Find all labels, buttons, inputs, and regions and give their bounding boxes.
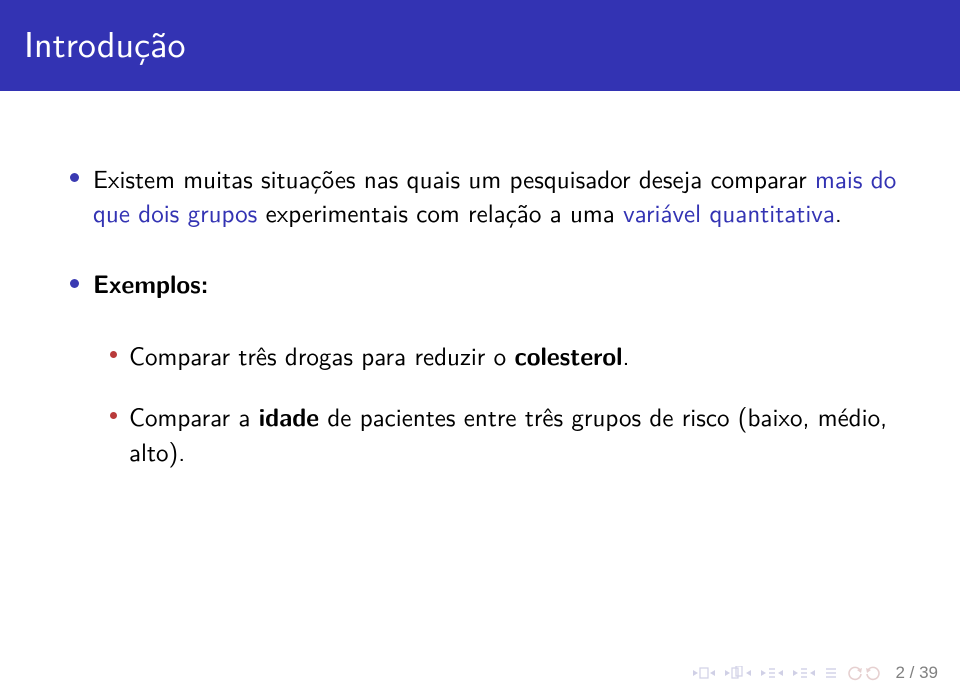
bullet-text: Exemplos: (93, 267, 904, 301)
bullet-dot-icon (70, 279, 79, 288)
bullet-text: Existem muitas situações nas quais um pe… (93, 161, 904, 229)
nav-loop-icons (847, 665, 881, 681)
footer: 2 / 39 (693, 663, 938, 683)
text-run: . (623, 336, 630, 373)
text-run: Comparar a (129, 397, 259, 434)
nav-icon-strip (693, 665, 881, 681)
nav-subsection-next-icon[interactable] (793, 666, 815, 680)
nav-slide-prev-icon[interactable] (693, 666, 715, 680)
nav-subsection-prev-icon[interactable] (761, 666, 783, 680)
text-run: Comparar três drogas para reduzir o (129, 336, 515, 373)
text-run: experimentais com relação a uma (257, 193, 623, 230)
bullet-item: Existem muitas situações nas quais um pe… (70, 161, 904, 229)
bullet-text: Comparar três drogas para reduzir o cole… (129, 338, 904, 373)
bullet-dot-icon (110, 412, 117, 419)
text-run: Existem muitas situações nas quais um pe… (93, 159, 815, 196)
nav-forward-icon[interactable] (865, 665, 881, 681)
bullet-text: Comparar a idade de pacientes entre três… (129, 399, 904, 468)
bullet-dot-icon (110, 351, 117, 358)
bullet-item: Exemplos: (70, 267, 904, 301)
frame-title-bar: Introdução (0, 0, 960, 91)
page-counter: 2 / 39 (895, 663, 938, 683)
keyword-text: colesterol (515, 338, 623, 373)
frame-title: Introdução (24, 16, 185, 69)
sub-bullet-item: Comparar a idade de pacientes entre três… (110, 399, 904, 468)
sub-bullet-item: Comparar três drogas para reduzir o cole… (110, 338, 904, 373)
keyword-text: variável quantitativa (623, 193, 835, 230)
bullet-dot-icon (70, 173, 79, 182)
nav-section-icon[interactable] (725, 666, 751, 680)
text-run: . (835, 193, 842, 230)
nav-outline-icon[interactable] (825, 666, 837, 680)
keyword-text: idade (259, 399, 319, 434)
nav-back-icon[interactable] (847, 665, 863, 681)
frame-body: Existem muitas situações nas quais um pe… (0, 91, 960, 468)
